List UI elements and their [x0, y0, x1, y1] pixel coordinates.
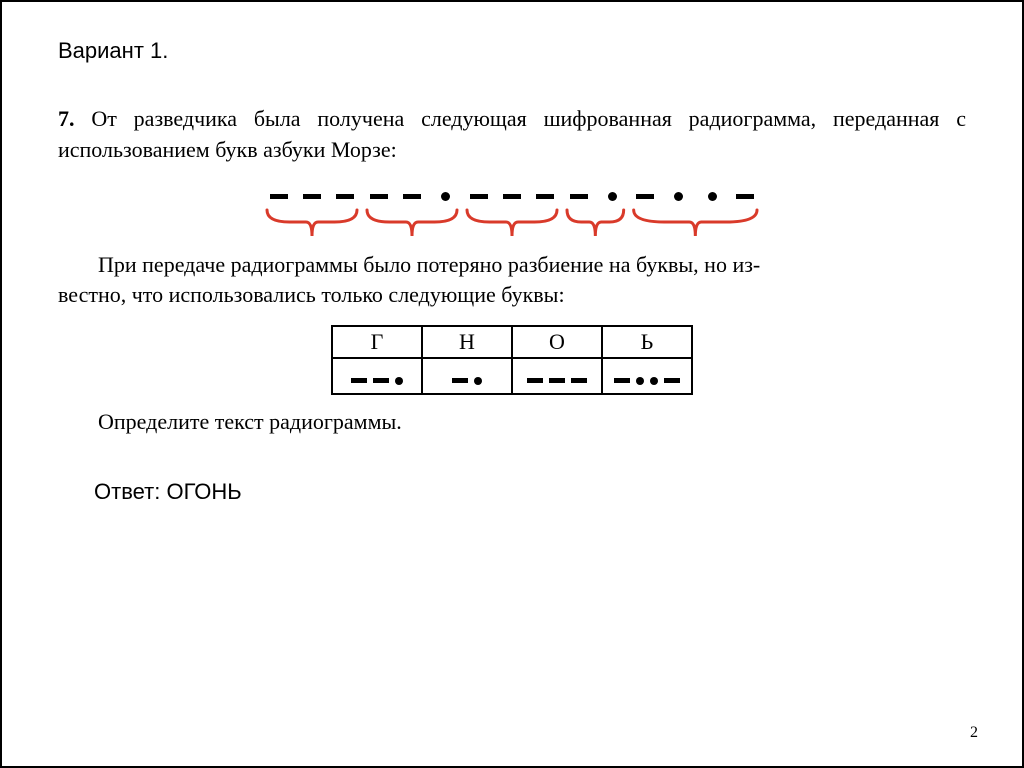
dot-icon	[674, 192, 683, 201]
table-row	[332, 358, 692, 394]
variant-label: Вариант 1.	[58, 38, 966, 64]
dot-icon	[441, 192, 450, 201]
morse-line	[262, 184, 762, 208]
dash-icon	[527, 378, 543, 383]
table-row: ГНОЬ	[332, 326, 692, 358]
dot-icon	[474, 377, 482, 385]
dot-icon	[636, 377, 644, 385]
dot-icon	[608, 192, 617, 201]
table-code-cell	[602, 358, 692, 394]
answer-line: Ответ: ОГОНЬ	[94, 479, 966, 505]
page-number: 2	[970, 724, 978, 742]
problem-statement: 7. От разведчика была получена следующая…	[58, 104, 966, 166]
problem-text-2: При передаче радиограммы было потеряно р…	[58, 250, 966, 312]
dash-icon	[503, 194, 521, 199]
dash-icon	[452, 378, 468, 383]
brace-icon	[467, 210, 557, 236]
dash-icon	[470, 194, 488, 199]
dash-icon	[614, 378, 630, 383]
table-code-cell	[332, 358, 422, 394]
page: Вариант 1. 7. От разведчика была получен…	[0, 0, 1024, 768]
dash-icon	[549, 378, 565, 383]
dash-icon	[370, 194, 388, 199]
brace-icon	[567, 210, 624, 236]
dash-icon	[571, 378, 587, 383]
answer-label: Ответ:	[94, 479, 160, 504]
answer-value: ОГОНЬ	[166, 479, 241, 504]
problem-number: 7.	[58, 106, 75, 131]
dash-icon	[403, 194, 421, 199]
morse-block	[262, 184, 762, 242]
brace-annotations	[262, 208, 762, 242]
problem-text-2b: вестно, что использовались только следую…	[58, 280, 966, 311]
table-letter-cell: Г	[332, 326, 422, 358]
dash-icon	[373, 378, 389, 383]
dash-icon	[736, 194, 754, 199]
brace-icon	[634, 210, 757, 236]
morse-table: ГНОЬ	[331, 325, 693, 395]
dot-icon	[708, 192, 717, 201]
table-letter-cell: Ь	[602, 326, 692, 358]
dash-icon	[636, 194, 654, 199]
table-code-cell	[512, 358, 602, 394]
table-code-cell	[422, 358, 512, 394]
problem-text-1: От разведчика была получена следующая ши…	[58, 106, 966, 162]
dot-icon	[395, 377, 403, 385]
dash-icon	[570, 194, 588, 199]
table-letter-cell: О	[512, 326, 602, 358]
table-letter-cell: Н	[422, 326, 512, 358]
problem-text-2a: При передаче радиограммы было потеряно р…	[58, 250, 966, 281]
brace-icon	[267, 210, 357, 236]
brace-icon	[367, 210, 457, 236]
dash-icon	[536, 194, 554, 199]
dash-icon	[303, 194, 321, 199]
dot-icon	[650, 377, 658, 385]
dash-icon	[351, 378, 367, 383]
dash-icon	[664, 378, 680, 383]
task-line: Определите текст радиограммы.	[58, 409, 966, 435]
dash-icon	[270, 194, 288, 199]
dash-icon	[336, 194, 354, 199]
